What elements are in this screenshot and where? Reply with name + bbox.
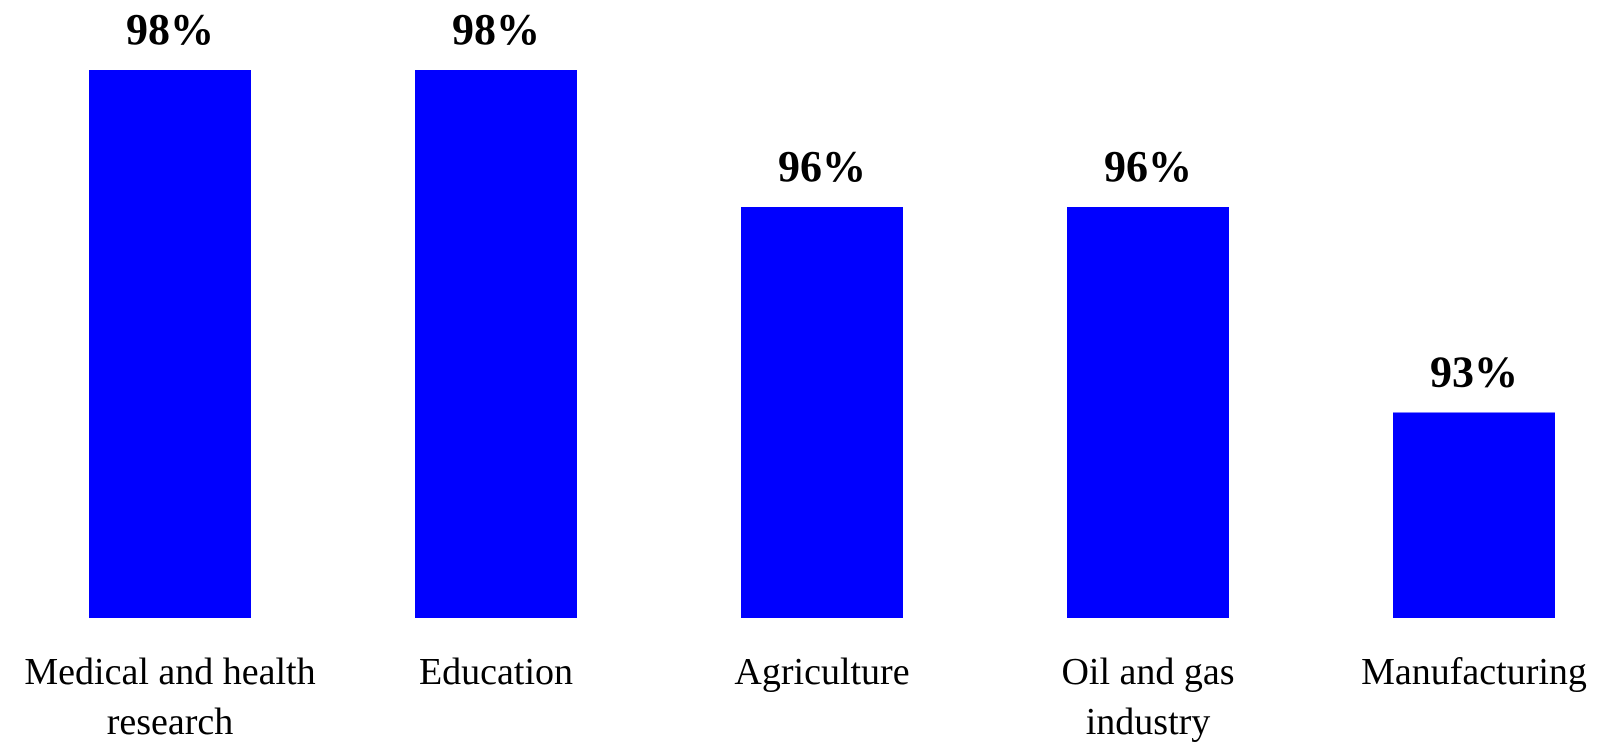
data-label-2: 98%: [452, 5, 540, 54]
bars-group: [89, 70, 1555, 618]
category-label-5-line-1: Manufacturing: [1361, 651, 1587, 693]
category-label-1-line-1: Medical and health: [24, 651, 315, 693]
category-label-3-line-1: Agriculture: [734, 651, 909, 693]
bar-5: [1393, 412, 1555, 618]
bar-2: [415, 70, 577, 618]
category-label-4-line-2: industry: [1086, 701, 1211, 742]
bar-4: [1067, 207, 1229, 618]
data-label-3: 96%: [778, 142, 866, 191]
category-label-1-line-2: research: [107, 701, 234, 742]
data-labels-group: 98% 98% 96% 96% 93%: [126, 5, 1518, 397]
category-label-4-line-1: Oil and gas: [1061, 651, 1234, 693]
data-label-1: 98%: [126, 5, 214, 54]
bar-3: [741, 207, 903, 618]
data-label-5: 93%: [1430, 348, 1518, 397]
category-label-2-line-1: Education: [419, 651, 573, 693]
data-label-4: 96%: [1104, 142, 1192, 191]
bar-1: [89, 70, 251, 618]
category-labels-group: Medical and health research Education Agric…: [24, 651, 1587, 742]
